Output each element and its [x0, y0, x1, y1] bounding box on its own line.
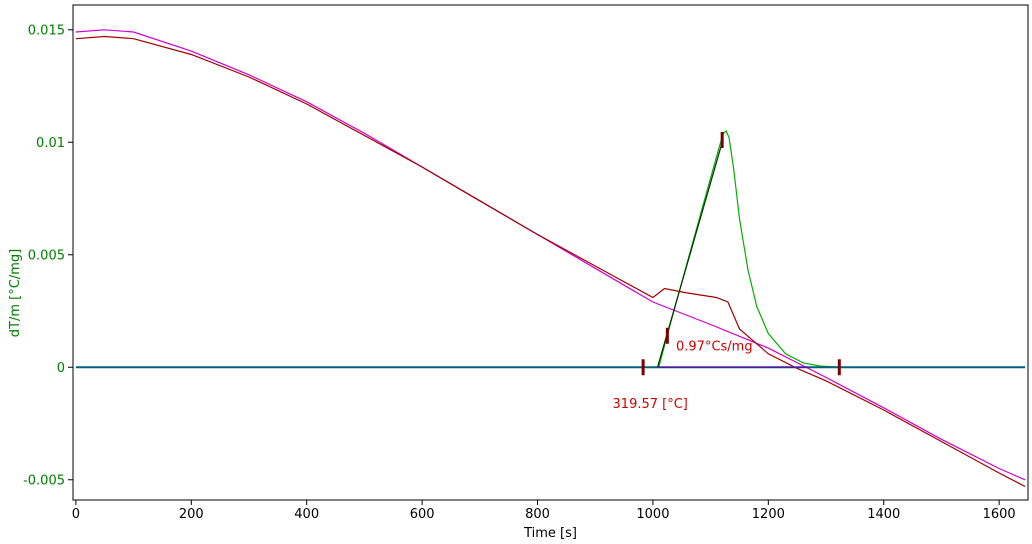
annotation-layer: 0.97°Cs/mg 319.57 [°C]: [613, 339, 753, 411]
y-tick-label: 0: [57, 361, 65, 376]
y-tick-label: 0.015: [28, 23, 65, 38]
series-line-1: [75, 35, 1026, 488]
y-tick-label: -0.005: [23, 473, 65, 488]
plot-area-frame: [72, 4, 1029, 501]
x-tick-label: 1600: [983, 507, 1016, 522]
x-tick-label: 200: [179, 507, 204, 522]
x-tick-label: 600: [410, 507, 435, 522]
x-tick-label: 1400: [867, 507, 900, 522]
y-axis: -0.005 0 0.005 0.01 0.015: [23, 23, 73, 488]
x-tick-label: 1000: [636, 507, 669, 522]
x-tick-label: 0: [72, 507, 80, 522]
x-axis-title: Time [s]: [523, 526, 577, 541]
x-tick-label: 800: [525, 507, 550, 522]
y-tick-label: 0.01: [36, 136, 65, 151]
annotation-label: 319.57 [°C]: [613, 397, 688, 412]
series-layer: [75, 29, 1026, 488]
y-tick-label: 0.005: [28, 248, 65, 263]
annotation-label: 0.97°Cs/mg: [676, 339, 753, 354]
y-axis-title: dT/m [°C/mg]: [8, 249, 23, 337]
x-tick-label: 1200: [752, 507, 785, 522]
series-line-2: [658, 130, 1026, 368]
x-axis: 0 200 400 600 800 1000 1200 1400 1600: [72, 500, 1016, 522]
x-tick-label: 400: [294, 507, 319, 522]
series-line-0: [75, 29, 1026, 481]
marker-layer: [641, 132, 841, 376]
